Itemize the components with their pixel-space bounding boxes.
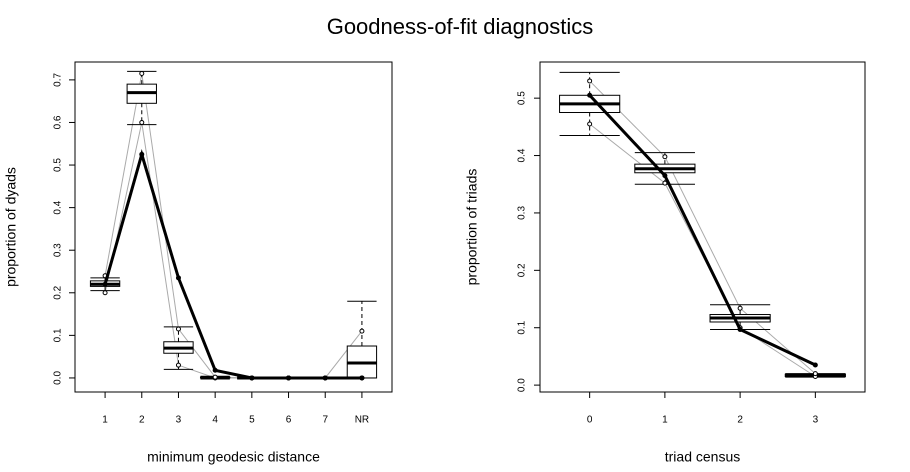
y-tick-label: 0.2 — [517, 263, 528, 277]
observed-line — [588, 94, 816, 367]
observed-point — [139, 151, 145, 157]
y-tick-label: 0.7 — [53, 72, 64, 86]
x-tick-label: 2 — [139, 415, 145, 426]
y-tick-label: 0.3 — [53, 243, 64, 257]
observed-point — [102, 281, 108, 287]
y-tick-label: 0.5 — [517, 91, 528, 105]
quantile-point — [139, 119, 145, 125]
observed-point — [737, 326, 743, 332]
x-tick-label: 7 — [322, 415, 328, 426]
x-tick-label: 4 — [212, 415, 218, 426]
y-tick-label: 0.3 — [517, 206, 528, 220]
quantile-point — [662, 154, 668, 160]
y-tick-label: 0.1 — [517, 320, 528, 334]
x-tick-label: 1 — [102, 415, 108, 426]
y-axis-label: proportion of dyads — [3, 167, 19, 287]
observed-point — [587, 92, 593, 98]
x-tick-label: NR — [355, 415, 369, 426]
plot-frame — [74, 61, 393, 393]
y-axis-label: proportion of triads — [464, 169, 480, 286]
x-axis-label: minimum geodesic distance — [147, 449, 320, 465]
observed-point — [322, 375, 328, 381]
simulation-line — [589, 80, 816, 375]
plot-frame — [539, 61, 866, 393]
x-tick-label: 1 — [662, 415, 668, 426]
observed-point — [286, 375, 292, 381]
quantile-point — [737, 305, 743, 311]
x-tick-label: 0 — [587, 415, 593, 426]
quantile-point — [139, 70, 145, 76]
quantile-point — [359, 328, 365, 334]
observed-point — [249, 375, 255, 381]
quantile-point — [212, 374, 218, 380]
y-tick-label: 0.1 — [53, 328, 64, 342]
y-tick-label: 0.0 — [517, 378, 528, 392]
x-tick-label: 5 — [249, 415, 255, 426]
y-tick-label: 0.4 — [517, 148, 528, 162]
y-tick-label: 0.0 — [53, 371, 64, 385]
quantile-point — [587, 121, 593, 127]
observed-point — [359, 375, 365, 381]
observed-point — [662, 173, 668, 179]
observed-point — [812, 362, 818, 368]
x-tick-label: 6 — [286, 415, 292, 426]
x-tick-label: 3 — [176, 415, 182, 426]
y-tick-label: 0.4 — [53, 200, 64, 214]
x-axis-label: triad census — [665, 449, 740, 465]
observed-point — [175, 275, 181, 281]
observed-point — [212, 367, 218, 373]
quantile-point — [812, 371, 818, 377]
x-tick-label: 2 — [737, 415, 743, 426]
observed-line — [103, 149, 362, 380]
y-tick-label: 0.6 — [53, 115, 64, 129]
y-tick-label: 0.2 — [53, 285, 64, 299]
x-tick-label: 3 — [813, 415, 819, 426]
quantile-point — [587, 78, 593, 84]
figure-title: Goodness-of-fit diagnostics — [327, 14, 594, 39]
quantile-point — [175, 362, 181, 368]
y-tick-label: 0.5 — [53, 158, 64, 172]
quantile-point — [175, 326, 181, 332]
quantile-point — [102, 290, 108, 296]
